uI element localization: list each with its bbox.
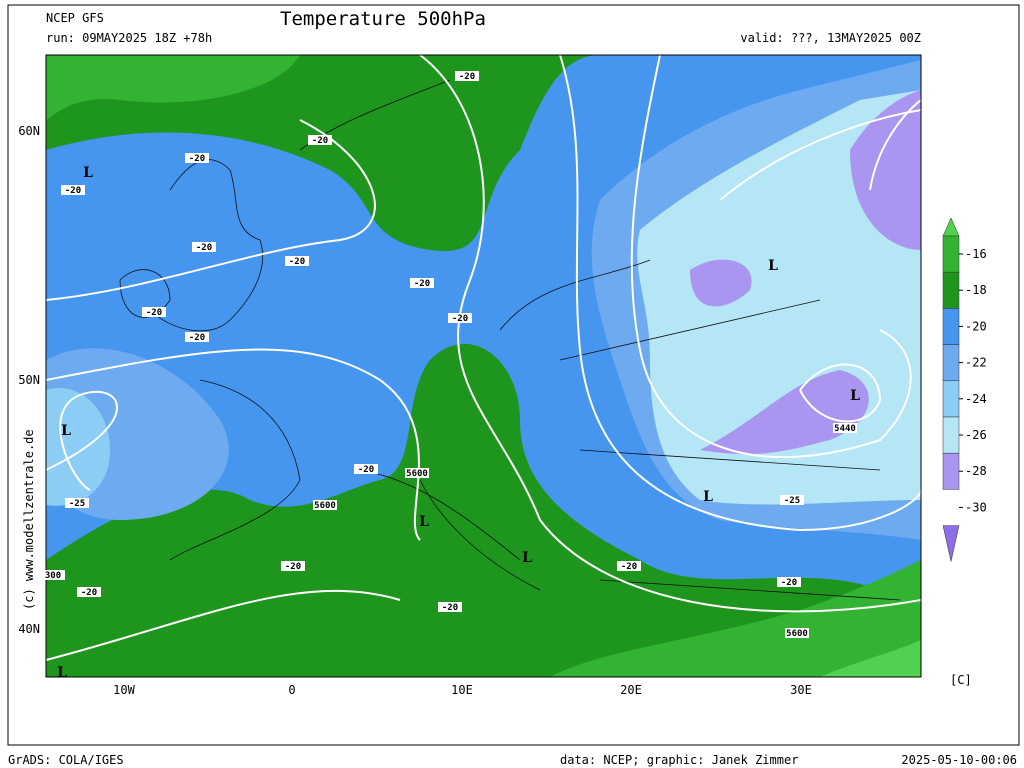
colorbar-segment — [942, 308, 960, 345]
colorbar-unit: [C] — [950, 673, 972, 687]
contour-label: -25 — [69, 499, 85, 509]
low-marker: L — [522, 550, 532, 566]
low-marker: L — [61, 423, 71, 439]
contour-label: -20 — [289, 257, 305, 267]
contour-label-bg — [405, 468, 429, 478]
contour-label-bg — [448, 313, 472, 323]
contour-label: -20 — [414, 279, 430, 289]
colorbar-label: -22 — [965, 356, 987, 370]
frame — [7, 4, 1020, 746]
map-border — [45, 54, 922, 678]
contour-label: -20 — [81, 588, 97, 598]
contour-label-bg — [455, 71, 479, 81]
low-marker: L — [419, 514, 429, 530]
contour-label-bg — [777, 577, 801, 587]
colorbar-label: -18 — [965, 283, 987, 297]
contour-label: 300 — [45, 571, 61, 581]
contour-label-bg — [185, 332, 209, 342]
contour-label-bg — [410, 278, 434, 288]
contour-label: 5600 — [314, 501, 336, 511]
contour-label: -20 — [452, 314, 468, 324]
contour-label-bg — [65, 498, 89, 508]
lon-label: 30E — [790, 683, 812, 697]
colorbar-label: -30 — [965, 500, 987, 514]
contour-label-bg — [308, 135, 332, 145]
contour-label-bg — [833, 423, 857, 433]
contour-label: -20 — [621, 562, 637, 572]
lon-label: 10W — [113, 683, 135, 697]
colorbar-label: -16 — [965, 247, 987, 261]
contour-label: 5600 — [786, 629, 808, 639]
model-name: NCEP GFS — [46, 11, 104, 25]
lat-label: 40N — [18, 622, 40, 636]
lat-label: 60N — [18, 124, 40, 138]
contour-label-bg — [354, 464, 378, 474]
colorbar-segment — [942, 380, 960, 418]
lon-label: 20E — [620, 683, 642, 697]
contour-label-bg — [617, 561, 641, 571]
contour-label: 5440 — [834, 424, 856, 434]
footer-software: GrADS: COLA/IGES — [8, 753, 124, 767]
contour-label: -20 — [285, 562, 301, 572]
low-marker: L — [703, 489, 713, 505]
watermark: (c) www.modellzentrale.de — [22, 429, 36, 610]
contour-label-bg — [77, 587, 101, 597]
contour-label-bg — [192, 242, 216, 252]
lon-label: 0 — [288, 683, 295, 697]
low-marker: L — [768, 258, 778, 274]
lon-label: 10E — [451, 683, 473, 697]
contour-label-bg — [780, 495, 804, 505]
low-marker: L — [83, 165, 93, 181]
contour-label: 5600 — [406, 469, 428, 479]
colorbar-arrow — [942, 525, 960, 562]
contour-label-bg — [142, 307, 166, 317]
colorbar-segment — [942, 271, 960, 309]
colorbar-arrow — [942, 217, 960, 237]
contour-label-bg — [313, 500, 337, 510]
colorbar-segment — [942, 235, 960, 273]
colorbar-label: -28 — [965, 464, 987, 478]
run-info: run: 09MAY2025 18Z +78h — [46, 31, 212, 45]
contour-label: -20 — [358, 465, 374, 475]
low-marker: L — [57, 665, 67, 681]
contour-label: -20 — [312, 136, 328, 146]
contour-label: -20 — [189, 333, 205, 343]
contour-label-bg — [285, 256, 309, 266]
contour-label: -20 — [781, 578, 797, 588]
lat-label: 50N — [18, 373, 40, 387]
contour-label-bg — [281, 561, 305, 571]
footer-timestamp: 2025-05-10-00:06 — [901, 753, 1017, 767]
colorbar-label: -20 — [965, 319, 987, 333]
contour-label: -20 — [146, 308, 162, 318]
colorbar-segment — [942, 452, 960, 490]
colorbar-segment — [942, 344, 960, 382]
contour-label: -20 — [189, 154, 205, 164]
map-title: Temperature 500hPa — [280, 8, 486, 30]
contour-label-bg — [61, 185, 85, 195]
contour-label: -20 — [459, 72, 475, 82]
colorbar-label: -24 — [965, 392, 987, 406]
low-marker: L — [850, 388, 860, 404]
contour-label-bg — [41, 570, 65, 580]
contour-labels: -20 -20 -20 -20 -20 -20 -20 -20 -20 -20 -20 -20 -20 -… — [41, 71, 857, 639]
colorbar-segment — [942, 416, 960, 454]
contour-label-bg — [785, 628, 809, 638]
contour-label: -20 — [65, 186, 81, 196]
footer-credit: data: NCEP; graphic: Janek Zimmer — [560, 753, 798, 767]
colorbar-label: -26 — [965, 428, 987, 442]
contour-label: -20 — [196, 243, 212, 253]
contour-label: -20 — [442, 603, 458, 613]
contour-label-bg — [185, 153, 209, 163]
map-field — [46, 55, 921, 677]
contour-label: -25 — [784, 496, 800, 506]
valid-info: valid: ???, 13MAY2025 00Z — [740, 31, 921, 45]
contour-label-bg — [438, 602, 462, 612]
